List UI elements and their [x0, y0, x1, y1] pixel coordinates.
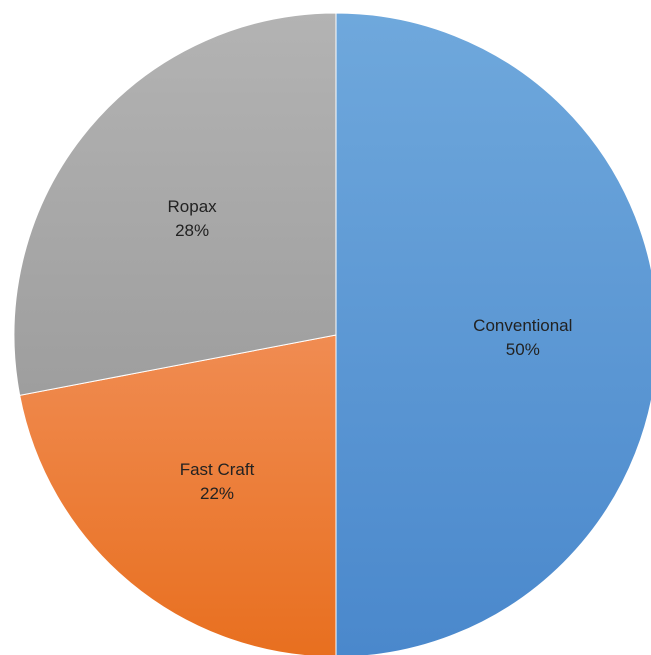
- slice-value-label-ropax: 28%: [175, 221, 209, 240]
- pie-slices: [13, 12, 651, 655]
- pie-slice-fast-craft: [19, 334, 337, 655]
- slice-value-label-conventional: 50%: [506, 340, 540, 359]
- pie-slice-ropax: [13, 12, 337, 396]
- pie-slice-conventional: [335, 12, 651, 655]
- slice-category-label-conventional: Conventional: [473, 316, 572, 335]
- slice-value-label-fast-craft: 22%: [200, 484, 234, 503]
- slice-category-label-ropax: Ropax: [168, 197, 218, 216]
- slice-category-label-fast-craft: Fast Craft: [180, 460, 255, 479]
- pie-data-labels: Conventional 50% Fast Craft 22% Ropax 28%: [168, 197, 573, 503]
